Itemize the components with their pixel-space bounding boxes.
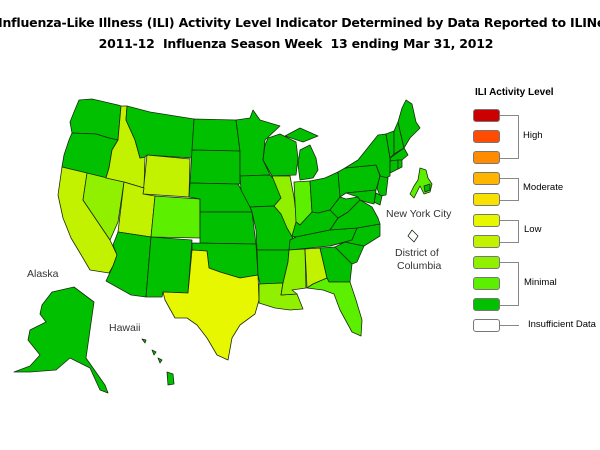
legend-title: ILI Activity Level xyxy=(475,87,554,98)
legend-swatch-level-9 xyxy=(473,130,500,143)
state-MD[interactable] xyxy=(345,189,377,205)
legend-label-minimal: Minimal xyxy=(524,277,557,288)
legend-label-moderate: Moderate xyxy=(523,182,564,193)
legend-swatch-level-7 xyxy=(473,172,500,185)
label-nyc: New York City xyxy=(386,208,452,220)
label-dc-line2: Columbia xyxy=(397,260,442,272)
state-IL[interactable] xyxy=(271,175,298,241)
state-CO[interactable] xyxy=(150,195,201,239)
legend-tick-insufficient xyxy=(500,325,519,326)
state-NJ[interactable] xyxy=(376,175,389,197)
state-SD[interactable] xyxy=(189,149,241,185)
state-MT[interactable] xyxy=(125,105,195,159)
legend-swatch-level-5 xyxy=(473,214,500,227)
map-subtitle: 2011-12 Influenza Season Week 13 ending … xyxy=(98,36,494,51)
legend-bracket-moderate xyxy=(500,178,519,201)
legend-bracket-minimal xyxy=(500,262,519,306)
state-AK[interactable] xyxy=(13,286,109,394)
legend-label-insufficient: Insufficient Data xyxy=(528,319,596,330)
state-ME[interactable] xyxy=(397,99,421,149)
label-alaska: Alaska xyxy=(27,268,59,280)
legend-swatch-level-10 xyxy=(473,109,500,122)
legend-bracket-low xyxy=(500,220,519,243)
state-WI[interactable] xyxy=(262,133,299,177)
state-RI[interactable] xyxy=(397,159,403,170)
state-CT[interactable] xyxy=(389,159,399,174)
legend-swatch-level-3 xyxy=(473,256,500,269)
inset-nyc-borough[interactable] xyxy=(423,183,431,193)
legend-swatch-level-2 xyxy=(473,277,500,290)
state-NC[interactable] xyxy=(329,223,381,247)
state-MN[interactable] xyxy=(235,109,281,177)
legend-swatch-level-8 xyxy=(473,151,500,164)
legend-swatch-level-1 xyxy=(473,298,500,311)
legend-label-high: High xyxy=(523,130,543,141)
inset-nyc[interactable] xyxy=(409,167,433,199)
state-NM[interactable] xyxy=(145,236,193,298)
legend-swatch-level-4 xyxy=(473,235,500,248)
legend-bracket-high xyxy=(500,115,519,159)
label-dc-line1: District of xyxy=(395,247,439,259)
legend-label-low: Low xyxy=(524,224,542,235)
label-hawaii: Hawaii xyxy=(109,322,141,334)
state-TX[interactable] xyxy=(162,249,260,361)
state-FL[interactable] xyxy=(306,277,363,337)
state-WY[interactable] xyxy=(142,154,191,198)
state-HI[interactable] xyxy=(141,338,175,386)
state-KS[interactable] xyxy=(199,211,257,245)
inset-dc[interactable] xyxy=(407,229,419,243)
legend-swatch-level-6 xyxy=(473,193,500,206)
state-ND[interactable] xyxy=(191,118,241,152)
legend-swatch-insufficient xyxy=(473,319,500,332)
map-title: Influenza-Like Illness (ILI) Activity Le… xyxy=(0,15,600,30)
state-MI[interactable] xyxy=(284,127,319,181)
